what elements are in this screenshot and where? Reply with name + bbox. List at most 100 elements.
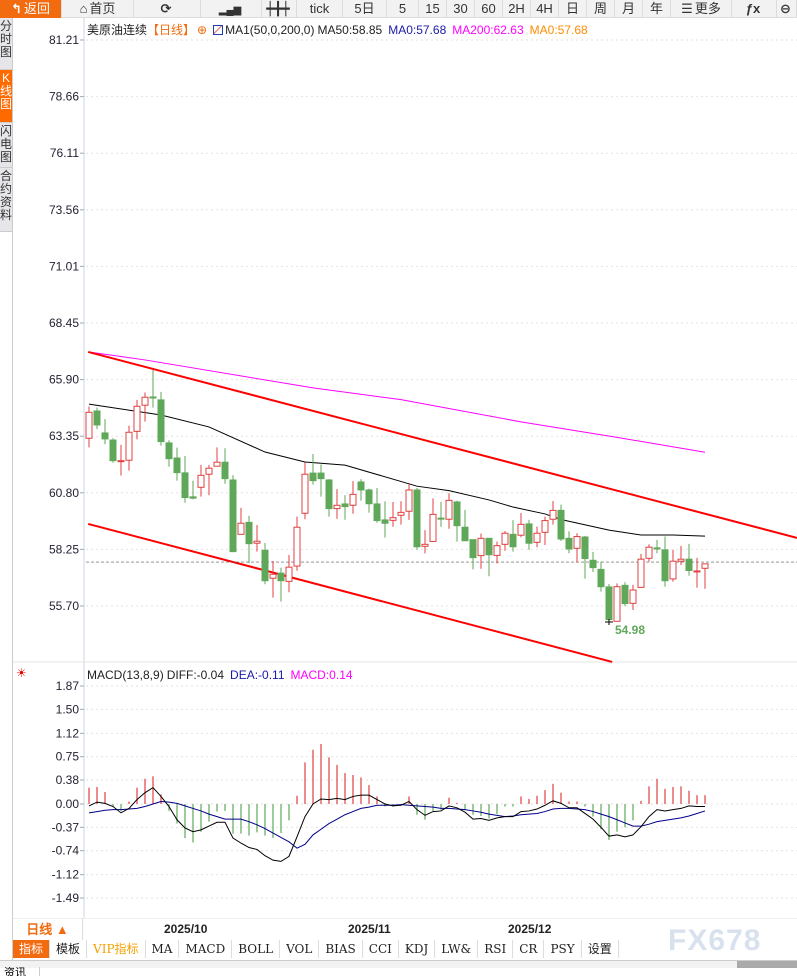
candle [157, 391, 165, 446]
candle [261, 542, 269, 585]
macd-tick-label: 1.50 [56, 702, 80, 716]
crosshair-icon[interactable]: ⊕ [197, 23, 208, 37]
indicator-tab-macd[interactable]: MACD [179, 940, 233, 958]
refresh-button[interactable]: ⟳ [134, 0, 201, 18]
week-button[interactable]: 周 [587, 0, 615, 18]
5day-button[interactable]: 5日 [343, 0, 387, 18]
left-tab-0[interactable]: 分时图 [0, 18, 12, 70]
price-tick-label: 55.70 [49, 599, 79, 613]
candle [445, 493, 453, 529]
candle [453, 500, 461, 542]
indicator-tab-lw[interactable]: LW& [435, 940, 479, 958]
left-tab-3[interactable]: 合约资料 [0, 168, 12, 232]
indicator-tab-ma[interactable]: MA [145, 940, 180, 958]
candle [341, 495, 349, 520]
more-button[interactable]: ☰ 更多 [671, 0, 732, 18]
5min-button[interactable]: 5 [387, 0, 419, 18]
candle-body [549, 509, 557, 520]
news-tab[interactable]: 资讯 [0, 967, 40, 976]
candle-body [669, 560, 677, 580]
candle [637, 553, 645, 588]
indicator-tab-vol[interactable]: VOL [280, 940, 320, 958]
macd-settings-icon[interactable]: ☀ [16, 666, 27, 680]
indicator-tab-14[interactable]: 设置 [581, 940, 619, 958]
candle-body [229, 479, 237, 553]
candle [333, 489, 341, 519]
candle [173, 447, 181, 481]
candle [325, 479, 333, 517]
indicator-tab-1[interactable]: 模板 [50, 940, 88, 958]
candle-body [621, 584, 629, 605]
period-label: 【日线】 [147, 23, 196, 37]
left-tab-2[interactable]: 闪电图 [0, 123, 12, 168]
indicator-tab-kdj[interactable]: KDJ [398, 940, 436, 958]
channel-line-upper [87, 350, 797, 539]
candle-body [373, 503, 381, 522]
dea-value: DEA:-0.11 [230, 668, 285, 682]
indicator-tab-boll[interactable]: BOLL [232, 940, 281, 958]
indicator-tab-cci[interactable]: CCI [362, 940, 399, 958]
candle-body [693, 570, 701, 573]
candle [669, 549, 677, 582]
tick-button[interactable]: tick [297, 0, 343, 18]
candle [701, 563, 709, 589]
candle [413, 487, 421, 550]
candlestick-icon: ┿╋┿ [266, 1, 290, 16]
ma0-value: MA0:57.68 [388, 23, 447, 37]
candle [525, 519, 533, 550]
candle-body [237, 522, 245, 535]
15min-button[interactable]: 15 [419, 0, 447, 18]
30min-button[interactable]: 30 [447, 0, 475, 18]
candle-style-button[interactable]: ┿╋┿ [262, 0, 297, 18]
left-tab-1[interactable]: K线图 [0, 70, 12, 123]
candle [565, 531, 573, 554]
candle [277, 567, 285, 602]
2h-button[interactable]: 2H [503, 0, 531, 18]
kline-chart[interactable]: 81.21 78.66 76.11 73.56 71.01 68.45 65.90 63.35… [0, 0, 797, 918]
macd-legend: MACD(13,8,9) DIFF:-0.04 DEA:-0.11 MACD:0.14 [87, 668, 359, 682]
indicator-tab-vip[interactable]: VIP指标 [87, 940, 146, 958]
candle [485, 537, 493, 577]
candle [285, 554, 293, 593]
indicator-tab-bias[interactable]: BIAS [319, 940, 363, 958]
candle-body [101, 432, 109, 440]
day-button[interactable]: 日 [559, 0, 587, 18]
60min-button[interactable]: 60 [475, 0, 503, 18]
candle [629, 584, 637, 610]
candle [373, 487, 381, 523]
candle-body [685, 558, 693, 572]
candle-body [509, 533, 517, 548]
bar-chart-icon: ▂▄▆ [218, 5, 242, 16]
candle-body [661, 549, 669, 582]
indicator-tab-rsi[interactable]: RSI [478, 940, 514, 958]
toolbar: ↰ 返回 ⌂ 首页 ⟳ ▂▄▆ ┿╋┿ tick 5日 5 15 30 60 2H 4H 日周月年 ☰ 更多 ƒx ⊖ [0, 0, 797, 18]
home-button[interactable]: ⌂ 首页 [62, 0, 134, 18]
period-button[interactable]: 日线 ▲ [13, 919, 83, 941]
fx678-watermark: FX678 [668, 924, 762, 957]
candle-body [261, 549, 269, 582]
indicator-tab-0[interactable]: 指标 [13, 940, 51, 958]
diff-line [88, 786, 705, 862]
4h-button[interactable]: 4H [531, 0, 559, 18]
month-button[interactable]: 月 [615, 0, 643, 18]
home-label: 首页 [89, 1, 116, 16]
candle [645, 544, 653, 562]
year-button[interactable]: 年 [643, 0, 671, 18]
back-button[interactable]: ↰ 返回 [0, 0, 62, 18]
indicator-tab-psy[interactable]: PSY [544, 940, 582, 958]
indicator-tab-cr[interactable]: CR [513, 940, 545, 958]
candle-body [653, 547, 661, 550]
candle-body [269, 573, 277, 579]
candle-body [597, 568, 605, 588]
indicator-chart-button[interactable]: ▂▄▆ [201, 0, 262, 18]
horizontal-scrollbar[interactable] [0, 960, 797, 968]
candle-body [637, 558, 645, 588]
candle-body [429, 513, 437, 542]
candle-body [341, 503, 349, 508]
candle-body [605, 586, 613, 621]
formula-button[interactable]: ƒx [732, 0, 777, 18]
scrollbar-thumb[interactable] [737, 961, 797, 968]
ma-settings-icon[interactable] [213, 25, 224, 35]
candle-body [125, 431, 133, 461]
candle-body [253, 540, 261, 544]
